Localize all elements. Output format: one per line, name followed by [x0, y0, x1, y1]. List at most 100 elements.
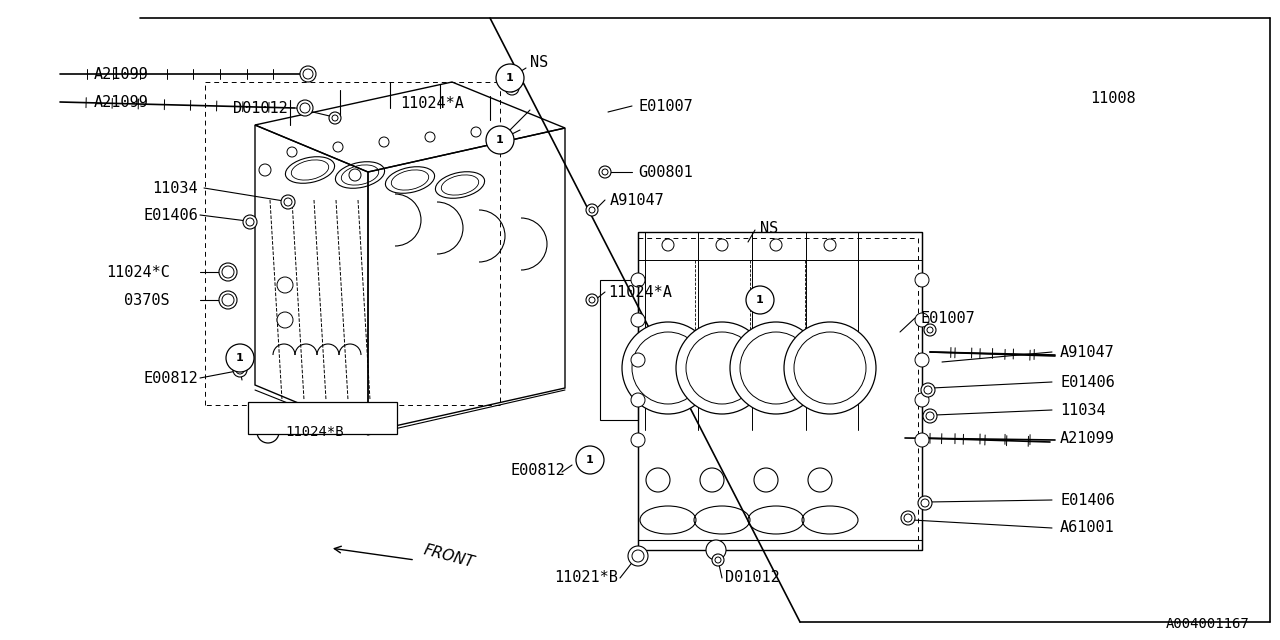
Circle shape: [771, 239, 782, 251]
Text: 1: 1: [756, 295, 764, 305]
Circle shape: [425, 132, 435, 142]
Circle shape: [918, 496, 932, 510]
Text: 11024*A: 11024*A: [401, 95, 463, 111]
Text: 1: 1: [236, 353, 244, 363]
Circle shape: [686, 332, 758, 404]
Text: D01012: D01012: [724, 570, 780, 586]
Circle shape: [923, 409, 937, 423]
Text: A21099: A21099: [93, 67, 148, 81]
Circle shape: [508, 84, 516, 92]
Text: 1: 1: [586, 455, 594, 465]
Circle shape: [576, 446, 604, 474]
Circle shape: [754, 468, 778, 492]
Text: A91047: A91047: [611, 193, 664, 207]
FancyBboxPatch shape: [248, 402, 397, 434]
Text: 1: 1: [264, 427, 271, 437]
Circle shape: [332, 115, 338, 121]
Circle shape: [236, 366, 244, 374]
Circle shape: [599, 166, 611, 178]
Text: E00812: E00812: [511, 463, 564, 477]
Circle shape: [471, 127, 481, 137]
Circle shape: [287, 147, 297, 157]
Circle shape: [276, 312, 293, 328]
Circle shape: [233, 363, 247, 377]
Circle shape: [221, 294, 234, 306]
Circle shape: [300, 66, 316, 82]
Circle shape: [915, 313, 929, 327]
Circle shape: [631, 273, 645, 287]
Text: A61001: A61001: [1060, 520, 1115, 536]
Text: 0370S: 0370S: [124, 292, 170, 307]
Circle shape: [631, 353, 645, 367]
Text: 1: 1: [506, 73, 513, 83]
Text: G00801: G00801: [637, 164, 692, 179]
Text: E01007: E01007: [920, 310, 975, 326]
Text: E01406: E01406: [1060, 493, 1115, 508]
Circle shape: [586, 294, 598, 306]
Circle shape: [662, 239, 675, 251]
Circle shape: [712, 554, 724, 566]
Circle shape: [259, 164, 271, 176]
Circle shape: [646, 468, 669, 492]
Text: D01012: D01012: [233, 100, 288, 115]
Text: NS: NS: [530, 54, 548, 70]
Circle shape: [746, 286, 774, 314]
Circle shape: [282, 195, 294, 209]
Circle shape: [808, 468, 832, 492]
Circle shape: [700, 468, 724, 492]
Circle shape: [716, 557, 721, 563]
Circle shape: [922, 383, 934, 397]
Circle shape: [925, 412, 934, 420]
Circle shape: [915, 273, 929, 287]
Circle shape: [785, 322, 876, 414]
Circle shape: [631, 313, 645, 327]
Circle shape: [924, 386, 932, 394]
Circle shape: [586, 204, 598, 216]
Text: E01007: E01007: [637, 99, 692, 113]
Text: 11034: 11034: [152, 180, 198, 195]
Text: 11024*A: 11024*A: [608, 285, 672, 300]
Circle shape: [631, 433, 645, 447]
Circle shape: [333, 142, 343, 152]
Circle shape: [915, 393, 929, 407]
Circle shape: [740, 332, 812, 404]
Circle shape: [300, 103, 310, 113]
Text: A004001167: A004001167: [1166, 617, 1251, 631]
Circle shape: [632, 550, 644, 562]
Circle shape: [486, 126, 515, 154]
Circle shape: [297, 100, 314, 116]
Text: 11024*B: 11024*B: [285, 425, 343, 439]
Circle shape: [329, 112, 340, 124]
Text: E00812: E00812: [143, 371, 198, 385]
Circle shape: [631, 393, 645, 407]
Circle shape: [794, 332, 867, 404]
Circle shape: [924, 324, 936, 336]
Circle shape: [219, 263, 237, 281]
Circle shape: [506, 81, 518, 95]
Circle shape: [227, 344, 253, 372]
Circle shape: [922, 499, 929, 507]
Circle shape: [676, 322, 768, 414]
Text: E01406: E01406: [143, 207, 198, 223]
Text: 11024*C: 11024*C: [106, 264, 170, 280]
Circle shape: [927, 327, 933, 333]
Circle shape: [243, 215, 257, 229]
Circle shape: [589, 207, 595, 213]
Text: A91047: A91047: [1060, 344, 1115, 360]
Circle shape: [303, 69, 314, 79]
Text: 11008: 11008: [1091, 90, 1135, 106]
Text: E01406: E01406: [1060, 374, 1115, 390]
Circle shape: [632, 332, 704, 404]
Text: A21099: A21099: [93, 95, 148, 109]
Circle shape: [716, 239, 728, 251]
Circle shape: [349, 169, 361, 181]
Text: A21099: A21099: [1060, 431, 1115, 445]
Text: 11034: 11034: [1060, 403, 1106, 417]
Text: 1: 1: [497, 135, 504, 145]
Circle shape: [622, 322, 714, 414]
Circle shape: [276, 277, 293, 293]
Circle shape: [379, 137, 389, 147]
Circle shape: [257, 421, 279, 443]
Circle shape: [246, 218, 253, 226]
Circle shape: [915, 433, 929, 447]
